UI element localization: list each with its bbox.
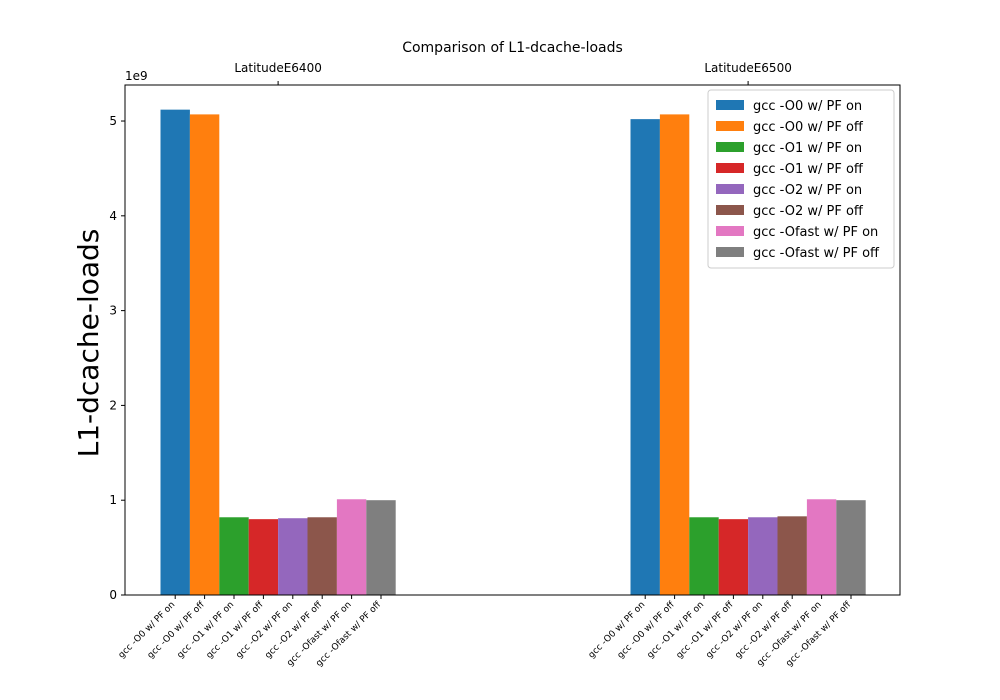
bar xyxy=(366,500,396,595)
y-tick-label: 1 xyxy=(109,493,117,507)
y-tick-label: 2 xyxy=(109,398,117,412)
group-label: LatitudeE6400 xyxy=(234,61,322,75)
chart-title: Comparison of L1-dcache-loads xyxy=(402,40,623,56)
bar xyxy=(748,517,778,595)
y-tick-label: 3 xyxy=(109,304,117,318)
bar xyxy=(189,114,220,595)
y-tick-label: 5 xyxy=(109,114,117,128)
legend-label: gcc -O0 w/ PF on xyxy=(753,99,862,114)
group-label: LatitudeE6500 xyxy=(704,61,792,75)
bar xyxy=(777,516,807,595)
bar xyxy=(219,517,249,595)
legend-swatch xyxy=(716,163,744,173)
legend-swatch xyxy=(716,205,744,215)
legend-swatch xyxy=(716,142,744,152)
bar xyxy=(806,499,837,595)
y-axis-label: L1-dcache-loads xyxy=(72,229,105,458)
legend-label: gcc -O1 w/ PF off xyxy=(753,162,864,177)
legend: gcc -O0 w/ PF on gcc -O0 w/ PF off gcc -O1… xyxy=(707,89,895,269)
legend-swatch xyxy=(716,184,744,194)
bar xyxy=(278,518,308,595)
y-tick-label: 0 xyxy=(109,588,117,602)
bar xyxy=(718,519,749,595)
legend-swatch xyxy=(716,100,744,110)
legend-swatch xyxy=(716,121,744,131)
legend-label: gcc -O2 w/ PF off xyxy=(753,204,864,219)
bar xyxy=(160,109,190,596)
legend-label: gcc -Ofast w/ PF off xyxy=(753,246,880,261)
bar xyxy=(336,499,367,595)
plot-frame xyxy=(124,84,901,596)
legend-label: gcc -O1 w/ PF on xyxy=(753,141,862,156)
y-offset-label: 1e9 xyxy=(125,69,148,83)
bar xyxy=(630,119,660,595)
bar xyxy=(307,517,337,595)
legend-swatch xyxy=(716,247,744,257)
legend-label: gcc -O2 w/ PF on xyxy=(753,183,862,198)
legend-swatch xyxy=(716,226,744,236)
legend-box xyxy=(707,89,895,269)
bar xyxy=(689,517,719,595)
bar xyxy=(659,114,690,595)
legend-label: gcc -Ofast w/ PF on xyxy=(753,225,878,240)
bar xyxy=(836,500,866,595)
bar xyxy=(248,519,279,595)
legend-label: gcc -O0 w/ PF off xyxy=(753,120,864,135)
y-tick-label: 4 xyxy=(109,209,117,223)
